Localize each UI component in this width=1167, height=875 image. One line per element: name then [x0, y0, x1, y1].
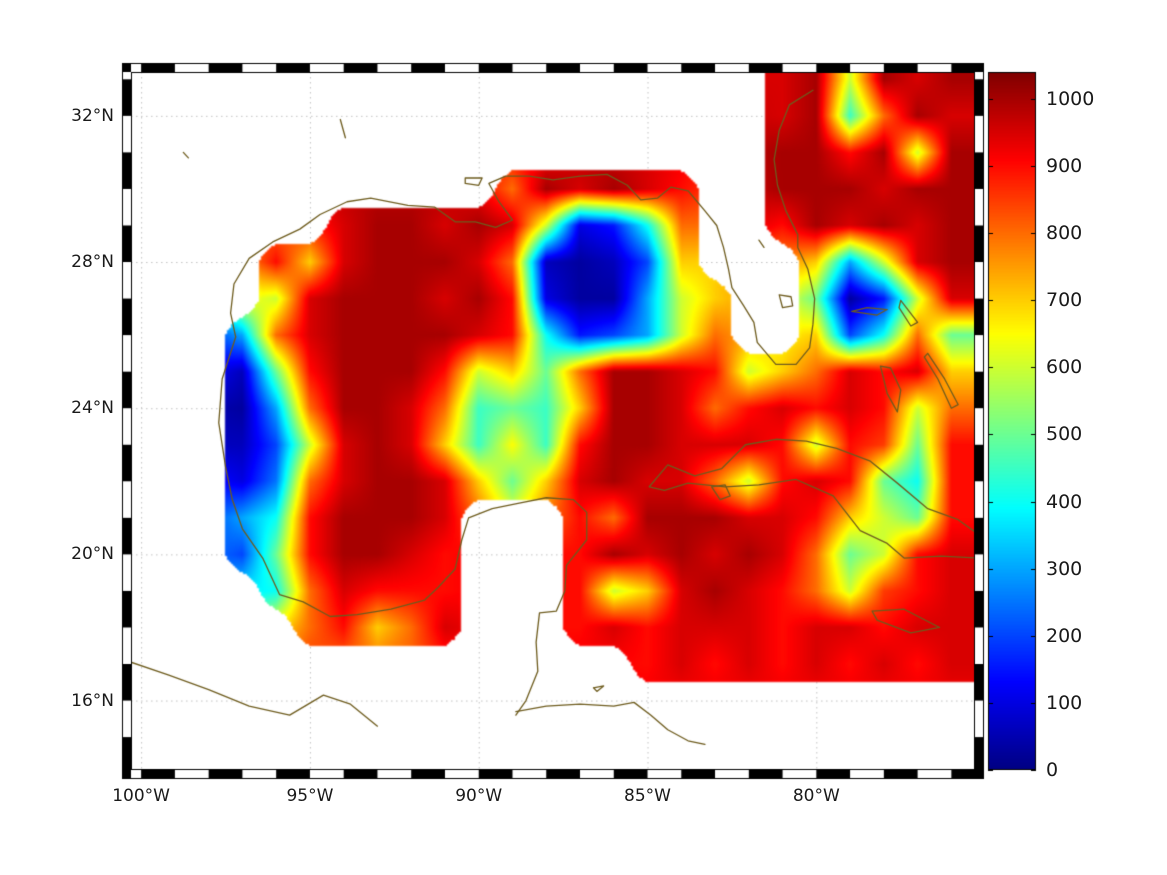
map-heatmap-canvas — [0, 0, 1167, 875]
figure: 32°N 28°N 24°N 20°N 16°N 100°W 95°W 90°W 85°W 80°… — [0, 0, 1167, 875]
